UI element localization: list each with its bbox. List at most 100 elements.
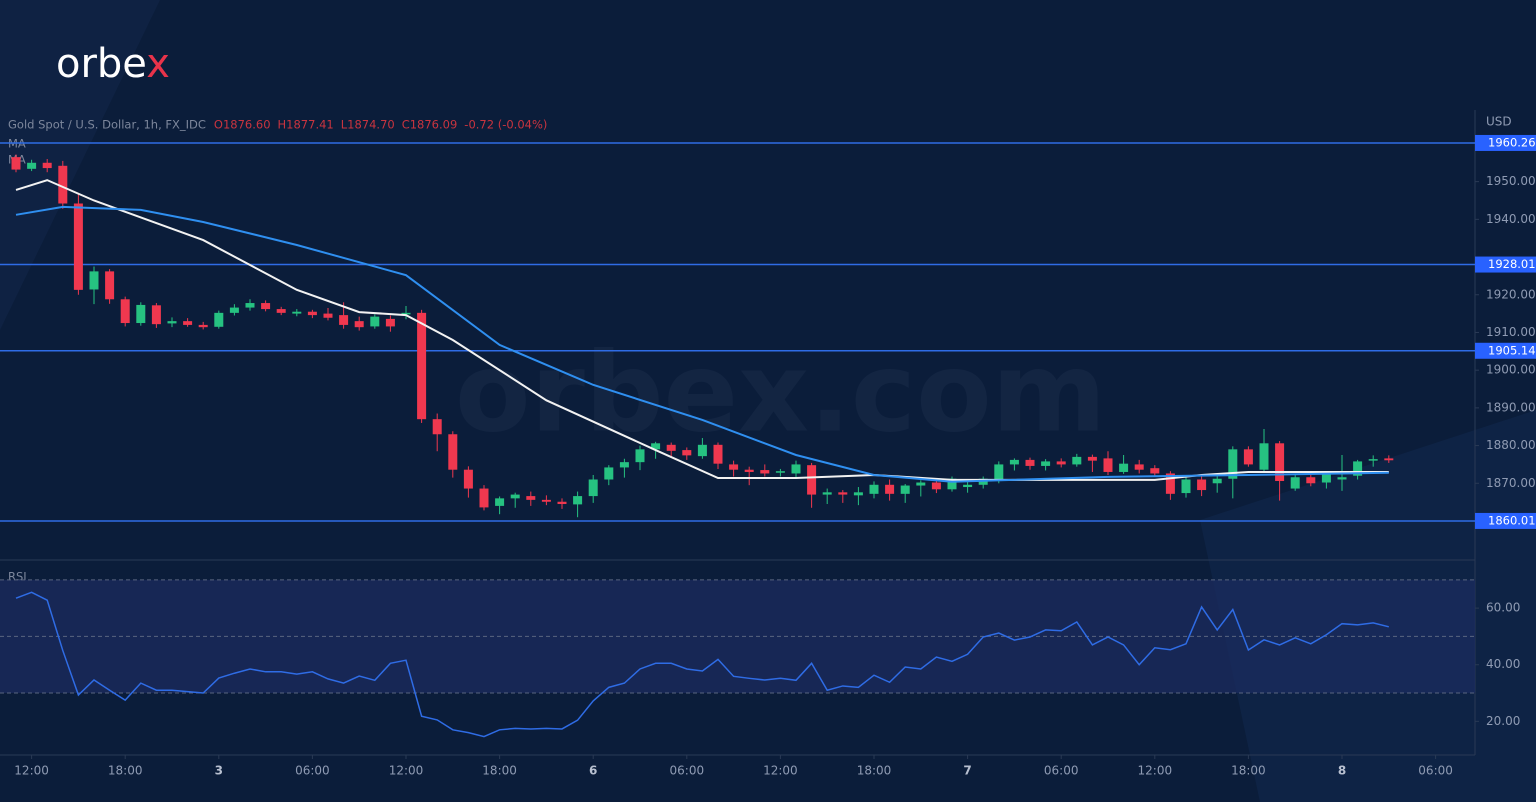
candle-body (994, 464, 1004, 482)
candle-body (198, 324, 208, 328)
y-tick-label: 1900.00 (1486, 363, 1536, 377)
candle-body (869, 484, 879, 494)
level-tag (1475, 256, 1536, 273)
candle-body (1337, 477, 1347, 480)
candle-body (214, 312, 224, 327)
candle-body (245, 303, 255, 308)
candle-body (635, 449, 645, 463)
candle-body (1212, 478, 1222, 484)
candle-body (619, 462, 629, 468)
ohlc-label: O1876.60 (214, 118, 271, 132)
logo-text: orbe (56, 41, 146, 87)
candle-body (838, 492, 848, 495)
x-tick-label: 06:00 (1418, 764, 1453, 778)
candle-body (604, 467, 614, 480)
level-tag (1475, 342, 1536, 359)
decor (0, 0, 160, 330)
candle-body (479, 488, 489, 508)
candle-body (1321, 474, 1331, 483)
watermark: orbex.com (455, 328, 1106, 456)
candle-body (697, 444, 707, 457)
candle-body (1134, 464, 1144, 470)
y-tick-label: 1940.00 (1486, 212, 1536, 226)
rsi-tick-label: 60.00 (1486, 601, 1520, 615)
candle-body (1228, 449, 1238, 479)
candle-body (1306, 477, 1316, 484)
candle-body (167, 321, 177, 324)
candle-body (183, 321, 193, 325)
candle-body (573, 496, 583, 505)
x-tick-label: 12:00 (389, 764, 424, 778)
candle-body (807, 465, 817, 495)
candle-body (1353, 461, 1363, 476)
ohlc-label: H1877.41 (278, 118, 334, 132)
candle-body (1197, 479, 1207, 491)
candle-body (417, 312, 427, 420)
x-tick-label: 3 (215, 764, 223, 778)
x-tick-label: 8 (1338, 764, 1346, 778)
x-tick-label: 06:00 (295, 764, 330, 778)
chart-title: Gold Spot / U.S. Dollar, 1h, FX_IDC (8, 118, 206, 132)
ohlc-label: L1874.70 (341, 118, 395, 132)
candle-body (1290, 477, 1300, 489)
x-tick-label: 06:00 (1044, 764, 1079, 778)
level-label: 1860.01 (1488, 513, 1536, 527)
candle-body (276, 309, 286, 313)
candle-body (42, 162, 52, 169)
candle-body (931, 482, 941, 490)
candle-body (448, 434, 458, 470)
x-tick-label: 6 (589, 764, 597, 778)
candle-body (58, 165, 68, 204)
level-label: 1928.01 (1488, 257, 1536, 271)
x-tick-label: 18:00 (857, 764, 892, 778)
candle-body (495, 498, 505, 506)
rsi-tick-label: 40.00 (1486, 657, 1520, 671)
currency: USD (1486, 115, 1512, 129)
candle-body (401, 312, 411, 315)
candle-body (89, 271, 99, 290)
candle-body (120, 299, 130, 324)
x-tick-label: 06:00 (670, 764, 705, 778)
x-tick-label: 18:00 (482, 764, 517, 778)
candle-body (822, 492, 832, 495)
candle-body (1368, 459, 1378, 461)
candle-body (775, 471, 785, 473)
candle-body (229, 307, 239, 313)
y-tick-label: 1910.00 (1486, 325, 1536, 339)
ma-line (15, 205, 1389, 483)
logo: orbex (56, 41, 170, 87)
candle-body (136, 304, 146, 324)
candle-body (744, 469, 754, 472)
candle-body (1243, 449, 1253, 465)
candle-body (463, 469, 473, 489)
candle-body (853, 492, 863, 496)
ohlc-label: -0.72 (-0.04%) (464, 118, 547, 132)
x-tick-label: 12:00 (763, 764, 798, 778)
x-tick-label: 12:00 (1138, 764, 1173, 778)
candle-body (760, 470, 770, 474)
candle-body (1119, 463, 1129, 472)
candle-body (27, 162, 37, 169)
candle-body (1259, 443, 1269, 470)
y-tick-label: 1890.00 (1486, 400, 1536, 414)
candle-body (1041, 461, 1051, 466)
level-tag (1475, 134, 1536, 151)
candle-body (588, 479, 598, 497)
x-tick-label: 18:00 (1231, 764, 1266, 778)
candle-body (729, 464, 739, 470)
rsi-tick-label: 20.00 (1486, 714, 1520, 728)
candle-body (1009, 459, 1019, 465)
candle-body (666, 444, 676, 451)
candle-body (105, 271, 115, 300)
candle-body (354, 321, 364, 328)
y-tick-label: 1880.00 (1486, 438, 1536, 452)
candle-body (1072, 456, 1082, 465)
candle-body (1056, 461, 1066, 465)
candle-body (292, 311, 302, 314)
level-label: 1960.26 (1488, 135, 1536, 149)
candle-body (510, 494, 520, 499)
candle-body (11, 157, 21, 170)
candle-body (713, 444, 723, 464)
